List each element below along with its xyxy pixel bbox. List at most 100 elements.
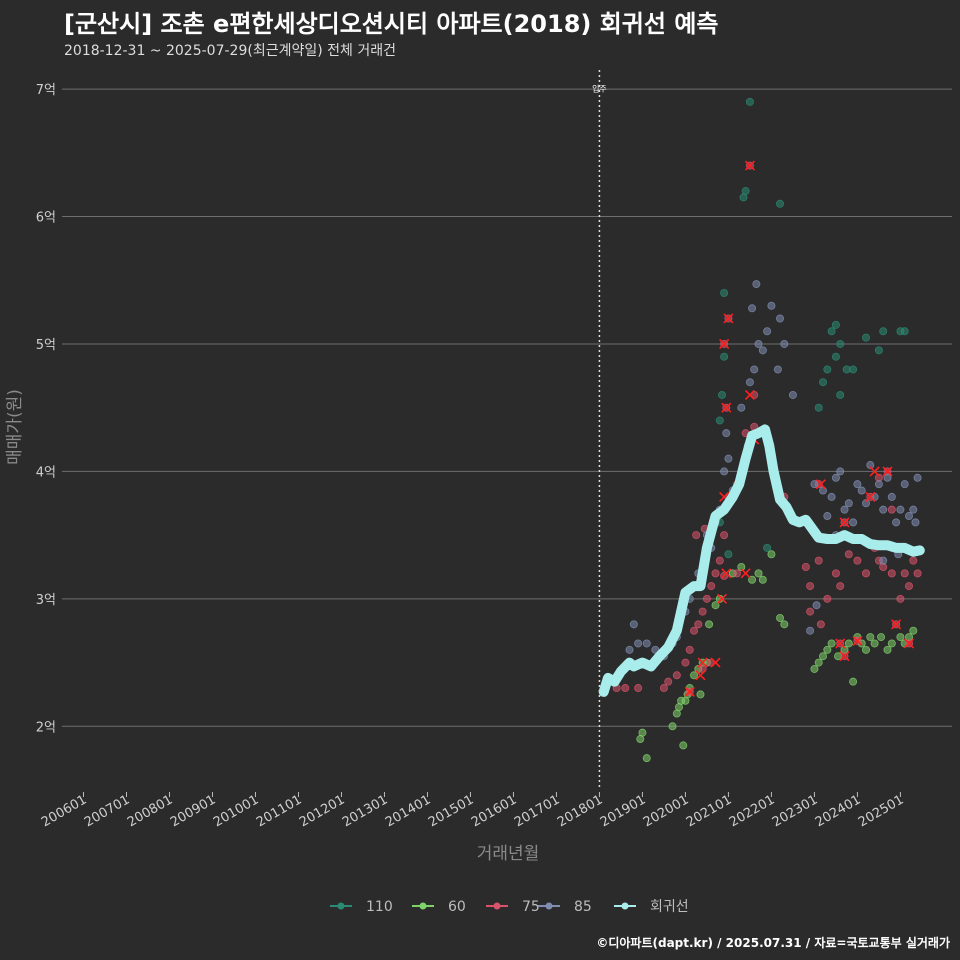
data-point-75 [715,556,724,565]
highlight-marker [695,670,706,681]
data-point-85 [866,461,875,470]
highlight-cross-b [719,491,730,502]
data-point-60 [679,741,688,750]
data-point-85 [836,467,845,476]
data-point-75 [690,626,699,635]
highlight-cross-b [716,593,728,604]
highlight-cross-b [721,402,732,413]
data-point-75 [634,684,643,693]
data-point-75 [814,556,823,565]
data-point-60 [758,575,767,584]
data-point-60 [862,645,871,654]
data-point-110 [776,199,785,208]
data-point-75 [853,556,862,565]
legend-swatch-dot [419,902,427,910]
data-point-75 [823,594,832,603]
data-point-85 [896,505,905,514]
highlight-marker [721,402,732,413]
x-tick-label: 202501 [856,792,906,830]
data-point-60 [767,550,776,559]
data-point-85 [758,346,767,355]
highlight-marker [865,491,876,502]
data-point-85 [823,512,832,521]
data-point-85 [625,645,634,654]
data-point-85 [879,556,888,565]
data-point-75 [692,531,701,540]
x-tick-label: 201001 [211,792,261,830]
data-point-85 [862,499,871,508]
y-axis-ticks: 2억 3억 4억 5억 6억 7억 [36,83,56,735]
data-point-75 [681,658,690,667]
regression-line [598,424,925,697]
x-tick-label: 202201 [727,792,777,830]
x-tick-label: 201701 [512,792,562,830]
highlight-marker [723,313,734,324]
data-point-85 [767,301,776,310]
data-point-85 [722,429,731,438]
highlight-cross-b [697,657,708,668]
x-tick-label: 201601 [469,792,519,830]
data-point-75 [816,620,825,629]
data-point-60 [810,664,819,673]
data-point-60 [715,594,724,603]
highlight-cross-b [721,568,732,579]
data-point-60 [705,620,714,629]
data-point-110 [879,327,888,336]
highlight-marker [869,466,880,477]
x-tick-label: 200901 [168,792,218,830]
data-point-60 [883,645,892,654]
legend-item-회귀선: 회귀선 [614,899,689,915]
data-point-75 [702,594,711,603]
data-point-85 [909,505,918,514]
highlight-marker [721,568,732,579]
highlight-marker [719,338,730,350]
x-tick-label: 202001 [641,792,691,830]
x-tick-label: 201101 [254,792,304,830]
data-point-60 [711,601,720,610]
y-tick-label: 7억 [36,83,56,98]
data-point-75 [621,684,630,693]
data-point-75 [900,569,909,578]
data-point-85 [857,486,866,495]
highlight-marker [839,651,850,662]
highlight-cross-b [869,466,880,477]
data-point-60 [877,633,886,642]
data-point-75 [711,569,720,578]
y-tick-label: 4억 [36,465,56,480]
data-point-85 [737,403,746,412]
highlight-marker [835,638,846,649]
data-point-85 [874,480,883,489]
highlight-cross-b [684,686,695,697]
data-point-75 [664,677,673,686]
data-point-75 [672,671,681,680]
data-point-110 [836,339,845,348]
data-point-85 [840,505,849,514]
x-tick-label: 201901 [598,792,648,830]
legend: 110 60 75 85 회귀선 [330,899,689,915]
legend-label: 85 [574,899,592,915]
highlight-cross-b [719,338,730,350]
data-point-75 [720,531,729,540]
data-point-85 [642,639,651,648]
legend-label: 110 [366,899,393,915]
data-point-60 [827,639,836,648]
data-point-110 [874,346,883,355]
data-point-85 [634,639,643,648]
y-tick-label: 2억 [36,720,56,735]
data-point-75 [862,569,871,578]
data-point-75 [831,569,840,578]
data-point-60 [819,652,828,661]
y-tick-label: 3억 [36,593,56,608]
highlight-marker [740,568,751,579]
data-point-85 [900,480,909,489]
highlight-marker [744,389,755,401]
data-point-75 [909,556,918,565]
x-tick-label: 202101 [684,792,734,830]
x-tick-label: 201401 [383,792,433,830]
chart-title: [군산시] 조촌 e편한세상디오션시티 아파트(2018) 회귀선 예측 [64,10,719,38]
highlight-cross-b [865,491,876,502]
highlight-cross-b [744,160,755,171]
data-point-85 [776,314,785,323]
data-point-110 [715,416,724,425]
data-point-85 [844,499,853,508]
